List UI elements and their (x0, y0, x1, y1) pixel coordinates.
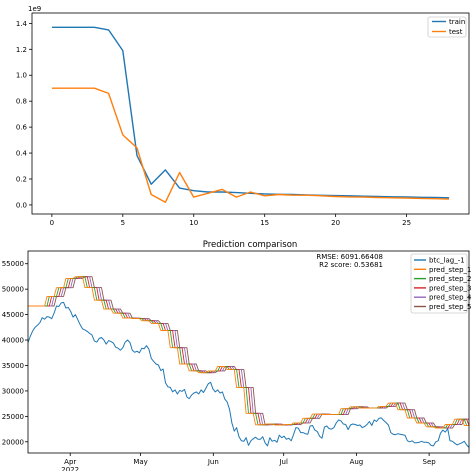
chart-1-legend: train test (427, 16, 467, 38)
chart-2-ytick-label: 40000 (2, 337, 24, 345)
legend-label-pred_step_4: pred_step_4 (429, 294, 472, 302)
chart-1-xtick-label: 0 (50, 219, 54, 227)
chart-2-ytick-label: 30000 (2, 387, 24, 395)
chart-2-ytick-label: 45000 (2, 311, 24, 319)
chart-1-xtick-label: 20 (331, 219, 340, 227)
chart-1-offset-label: 1e9 (28, 5, 41, 13)
chart-2-ytick-label: 55000 (2, 260, 24, 268)
chart-2-title: Prediction comparison (203, 240, 298, 250)
legend-label-btc_lag_-1: btc_lag_-1 (429, 257, 465, 265)
rmse-annotation: RMSE: 6091.66408 (316, 253, 383, 261)
chart-1-xtick-label: 10 (189, 219, 198, 227)
chart-2-xtick-label: Apr (64, 458, 76, 466)
chart-2-xtick-label: Sep (423, 458, 437, 466)
legend-label-pred_step_3: pred_step_3 (429, 284, 472, 292)
legend-label-train: train (449, 18, 465, 26)
chart-1-ytick-label: 0.0 (16, 201, 27, 209)
chart-1-xtick-label: 15 (260, 219, 269, 227)
series-line-pred_step_1 (28, 276, 469, 429)
chart-2-xtick-label: Jul (278, 458, 288, 466)
chart-2-xtick-label: 2022 (61, 466, 79, 471)
series-line-train (51, 26, 450, 199)
chart-2-ytick-label: 50000 (2, 286, 24, 294)
chart-1-axes-frame (31, 12, 470, 215)
legend-label-pred_step_5: pred_step_5 (429, 303, 472, 311)
chart-1-ytick-label: 1.2 (16, 46, 27, 54)
chart-2-axes-frame (27, 250, 470, 454)
r2-annotation: R2 score: 0.53681 (319, 261, 383, 269)
chart-2-xtick-label: May (133, 458, 147, 466)
chart-1-ytick-label: 0.6 (16, 124, 28, 132)
chart-2-xtick-label: Jun (207, 458, 219, 466)
chart-1-ytick-label: 0.8 (16, 98, 27, 106)
series-line-test (51, 87, 450, 204)
legend-label-test: test (449, 28, 463, 36)
chart-2-ytick-label: 20000 (2, 438, 24, 446)
chart-2-ytick-label: 35000 (2, 362, 24, 370)
chart-1-ytick-label: 0.2 (16, 175, 27, 183)
chart-2-ytick-label: 25000 (2, 413, 24, 421)
chart-1-xtick-label: 5 (121, 219, 125, 227)
chart-1-ytick-label: 1.0 (16, 72, 27, 80)
chart-2-legend: btc_lag_-1pred_step_1pred_step_2pred_ste… (410, 253, 472, 314)
chart-1-ytick-label: 0.4 (16, 150, 28, 158)
chart-2-xtick-label: Aug (350, 458, 364, 466)
legend-label-pred_step_2: pred_step_2 (429, 275, 472, 283)
chart-1: 1e9 0.00.20.40.60.81.01.21.4 0 5 10 15 20 25 … (16, 5, 470, 227)
chart-2: Prediction comparison 20000 25000 30000 350… (2, 240, 472, 471)
legend-label-pred_step_1: pred_step_1 (429, 266, 472, 274)
chart-1-ytick-label: 1.4 (16, 20, 28, 28)
chart-1-xtick-label: 25 (402, 219, 411, 227)
series-line-btc_lag_-1 (27, 301, 470, 448)
